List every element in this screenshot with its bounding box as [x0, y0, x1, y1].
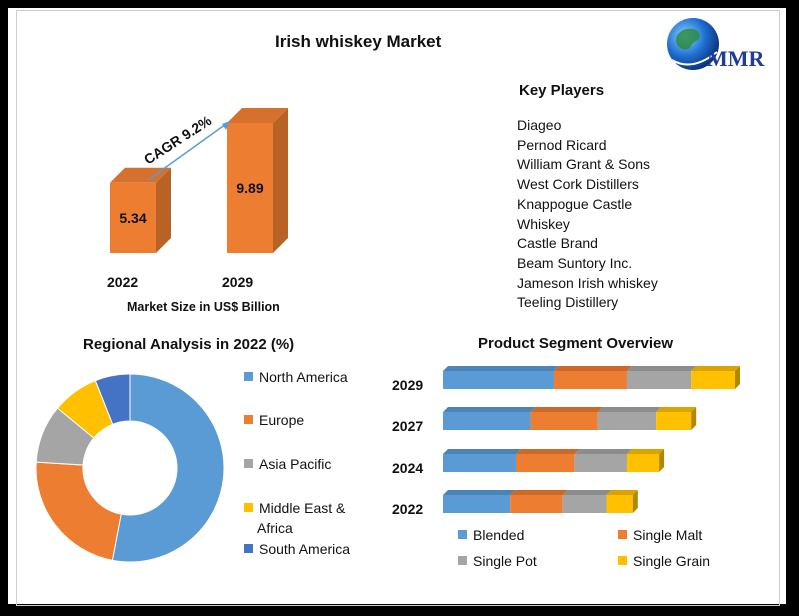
- segment-bar-end-2029: [735, 366, 740, 389]
- key-players-list: Diageo Pernod Ricard William Grant & Son…: [517, 116, 658, 313]
- segment-category-2027: 2027: [392, 418, 424, 434]
- legend-blended: Blended: [458, 527, 524, 543]
- market-size-xlabel: Market Size in US$ Billion: [127, 300, 280, 314]
- segment-title: Product Segment Overview: [478, 335, 674, 352]
- bar-category-2022: 2022: [107, 274, 139, 290]
- bar-category-2029: 2029: [222, 274, 254, 290]
- key-players-heading: Key Players: [519, 82, 605, 99]
- list-item: Diageo: [517, 117, 562, 133]
- legend-single-grain: Single Grain: [618, 553, 710, 569]
- segment-category-2029: 2029: [392, 377, 424, 393]
- list-item: Castle Brand: [517, 235, 598, 252]
- legend-north-america: North America: [244, 369, 348, 385]
- segment-bar-top-2029-2: [626, 366, 697, 371]
- bar-side-2029: [273, 108, 288, 253]
- legend-swatch: [244, 459, 253, 468]
- list-item: Pernod Ricard: [517, 136, 607, 153]
- segment-bar-top-2024-0: [443, 449, 521, 454]
- segment-bar-2029-single-malt: [553, 371, 627, 389]
- donut-slice-europe: [35, 461, 122, 561]
- list-item: Beam Suntory Inc.: [517, 254, 633, 271]
- segment-bar-2022-single-malt: [510, 495, 563, 513]
- legend-middle-east-africa: Middle East & Africa: [244, 498, 377, 538]
- cagr-arrow: [147, 123, 227, 181]
- segment-bar-2027-single-grain: [656, 412, 692, 430]
- bar-value-label-2029: 9.89: [236, 180, 263, 196]
- donut-slice-north-america: [111, 373, 225, 563]
- segment-bar-top-2022-2: [562, 490, 612, 495]
- legend-swatch: [618, 530, 627, 539]
- legend-swatch: [244, 503, 253, 512]
- segment-bar-top-2029-3: [691, 366, 740, 371]
- list-item: Jameson Irish whiskey: [517, 274, 658, 291]
- segment-bar-top-2029-1: [553, 366, 632, 371]
- bar-top-2029: [227, 108, 288, 123]
- bar-2022: [110, 182, 156, 253]
- bar-side-2022: [156, 167, 171, 253]
- segment-bar-2029-blended: [443, 371, 554, 389]
- segment-bar-top-2027-2: [597, 407, 662, 412]
- segment-bar-top-2022-1: [510, 490, 568, 495]
- logo-text: MMR: [707, 46, 765, 71]
- legend-swatch: [244, 372, 253, 381]
- segment-bar-top-2027-0: [443, 407, 536, 412]
- segment-category-2024: 2024: [392, 460, 424, 476]
- segment-bar-2022-blended: [443, 495, 511, 513]
- regional-title: Regional Analysis in 2022 (%): [83, 336, 295, 353]
- segment-bar-top-2027-1: [530, 407, 603, 412]
- bar-value-label-2022: 5.34: [119, 210, 146, 226]
- segment-bar-2027-single-malt: [530, 412, 598, 430]
- segment-bar-2029-single-grain: [691, 371, 735, 389]
- legend-swatch: [244, 415, 253, 424]
- bar-2029: [227, 123, 273, 253]
- segment-category-2022: 2022: [392, 501, 424, 517]
- segment-bar-2027-single-pot: [597, 412, 657, 430]
- legend-single-pot: Single Pot: [458, 553, 537, 569]
- segment-bar-top-2024-3: [626, 449, 665, 454]
- segment-bar-2022-single-grain: [606, 495, 633, 513]
- legend-asia-pacific: Asia Pacific: [244, 456, 331, 472]
- legend-swatch: [458, 556, 467, 565]
- segment-bar-2027-blended: [443, 412, 531, 430]
- segment-bar-2029-single-pot: [626, 371, 692, 389]
- legend-europe: Europe: [244, 412, 304, 428]
- legend-swatch: [244, 544, 253, 553]
- list-item: West Cork Distillers: [517, 176, 639, 193]
- legend-swatch: [458, 530, 467, 539]
- legend-south-america: South America: [244, 541, 350, 557]
- segment-bar-2024-single-pot: [574, 454, 627, 472]
- segment-bar-top-2024-2: [574, 449, 632, 454]
- segment-bar-top-2024-1: [516, 449, 580, 454]
- list-item: Teeling Distillery: [517, 294, 619, 311]
- legend-swatch: [618, 556, 627, 565]
- cagr-arrowhead: [222, 121, 230, 130]
- bar-top-2022: [110, 167, 171, 183]
- legend-single-malt: Single Malt: [618, 527, 702, 543]
- page-title: Irish whiskey Market: [275, 32, 442, 51]
- segment-bar-end-2024: [659, 449, 665, 472]
- segment-bar-end-2022: [632, 490, 638, 513]
- infographic-frame: [16, 10, 780, 606]
- segment-bar-end-2027: [691, 407, 697, 430]
- segment-bar-top-2029-0: [443, 366, 559, 371]
- segment-bar-2024-single-grain: [626, 454, 660, 472]
- infographic-panel: [8, 8, 786, 604]
- donut-slice-south-america: [94, 373, 131, 425]
- segment-bar-2024-single-malt: [516, 454, 575, 472]
- segment-bar-top-2022-3: [606, 490, 638, 495]
- segment-bar-2022-single-pot: [562, 495, 607, 513]
- list-item: Whiskey: [517, 215, 570, 232]
- segment-bar-top-2027-3: [656, 407, 697, 412]
- list-item: William Grant & Sons: [517, 156, 651, 173]
- segment-bar-top-2022-0: [443, 490, 516, 495]
- segment-bar-2024-blended: [443, 454, 516, 472]
- list-item: Knappogue Castle: [517, 195, 633, 212]
